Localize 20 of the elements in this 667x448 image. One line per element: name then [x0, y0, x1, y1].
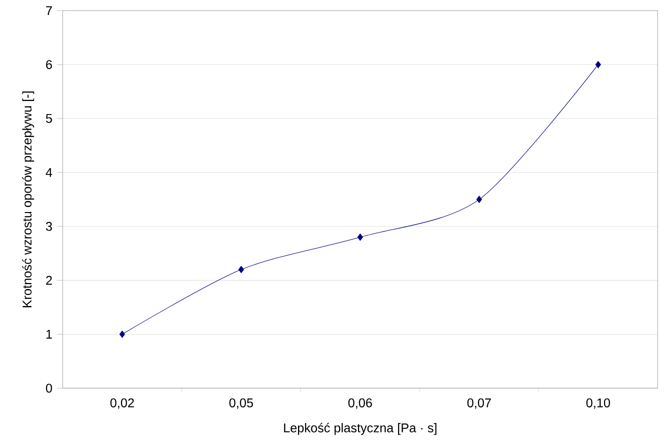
point — [595, 60, 601, 68]
x-axis-title: Lepkość plastyczna [Pa · s] — [284, 422, 436, 435]
point — [119, 330, 125, 338]
x-tick-label: 0,02 — [110, 398, 134, 409]
x-tick-label: 0,06 — [348, 398, 372, 409]
y-tick-label: 7 — [46, 6, 52, 15]
point — [357, 233, 363, 241]
y-tick-label: 6 — [46, 60, 52, 69]
y-tick-label: 1 — [46, 330, 52, 339]
y-tick-label: 5 — [46, 114, 52, 123]
x-tick-label: 0,05 — [229, 398, 253, 409]
y-tick-label: 4 — [46, 168, 52, 177]
x-tick-label: 0,10 — [586, 398, 610, 409]
y-axis-title: Krotność wzrostu oporów przepływu [-] — [22, 91, 34, 308]
point — [238, 266, 244, 274]
y-tick-label: 0 — [46, 384, 52, 393]
point — [476, 196, 482, 203]
x-tick-label: 0,07 — [467, 398, 491, 409]
y-tick-label: 2 — [46, 276, 52, 285]
y-tick-label: 3 — [46, 222, 52, 231]
